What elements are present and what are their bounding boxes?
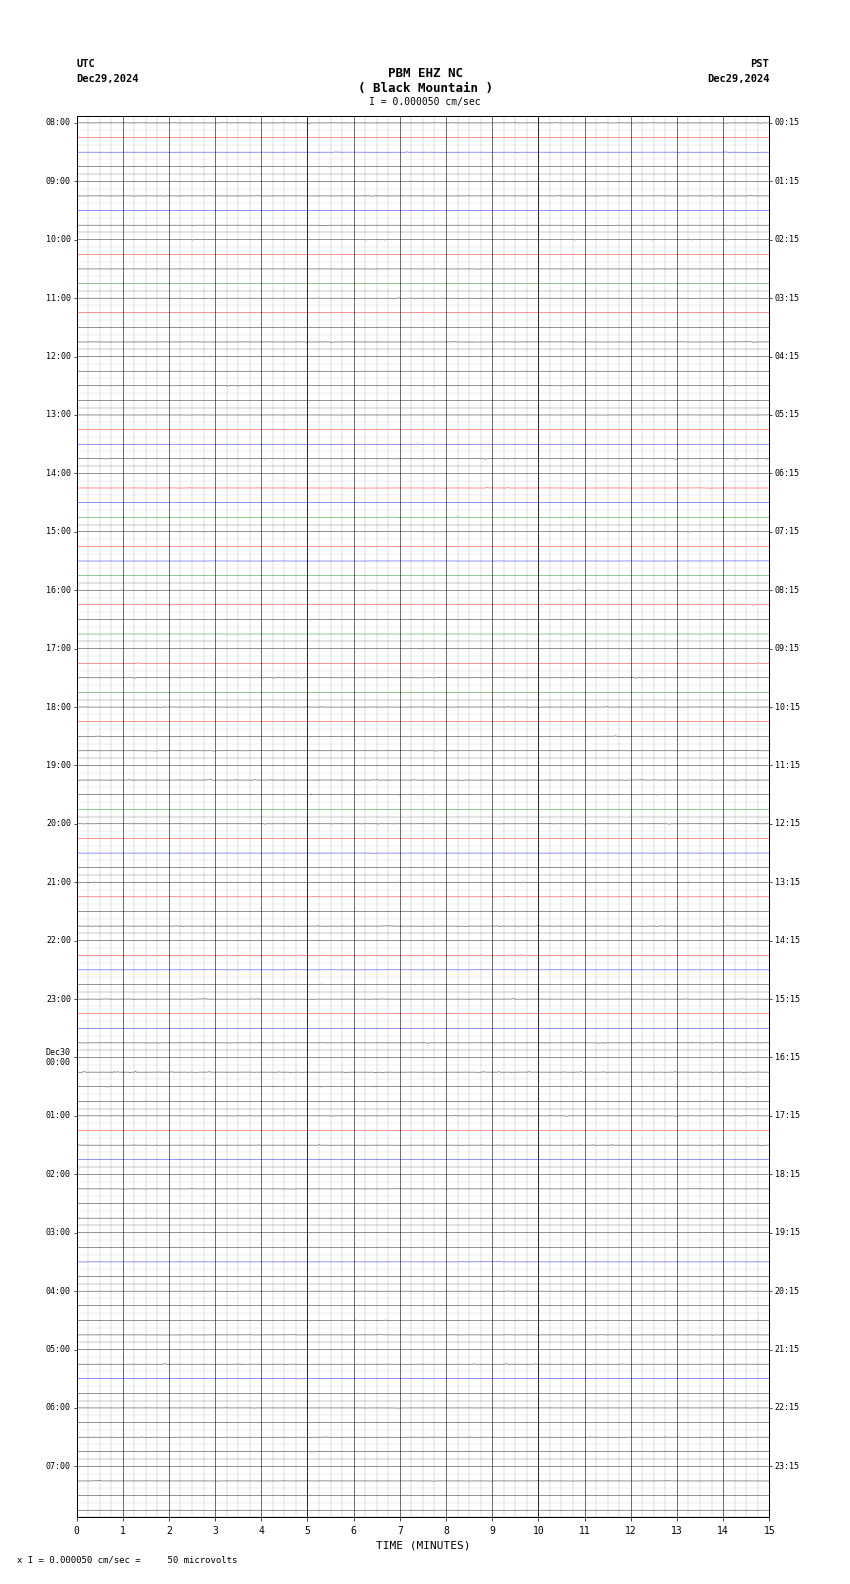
Text: ( Black Mountain ): ( Black Mountain ): [358, 82, 492, 95]
Text: I = 0.000050 cm/sec: I = 0.000050 cm/sec: [369, 97, 481, 108]
X-axis label: TIME (MINUTES): TIME (MINUTES): [376, 1541, 470, 1551]
Text: PBM EHZ NC: PBM EHZ NC: [388, 67, 462, 81]
Text: UTC: UTC: [76, 59, 95, 68]
Text: PST: PST: [751, 59, 769, 68]
Text: Dec29,2024: Dec29,2024: [706, 74, 769, 84]
Text: x I = 0.000050 cm/sec =     50 microvolts: x I = 0.000050 cm/sec = 50 microvolts: [17, 1555, 237, 1565]
Text: Dec29,2024: Dec29,2024: [76, 74, 139, 84]
